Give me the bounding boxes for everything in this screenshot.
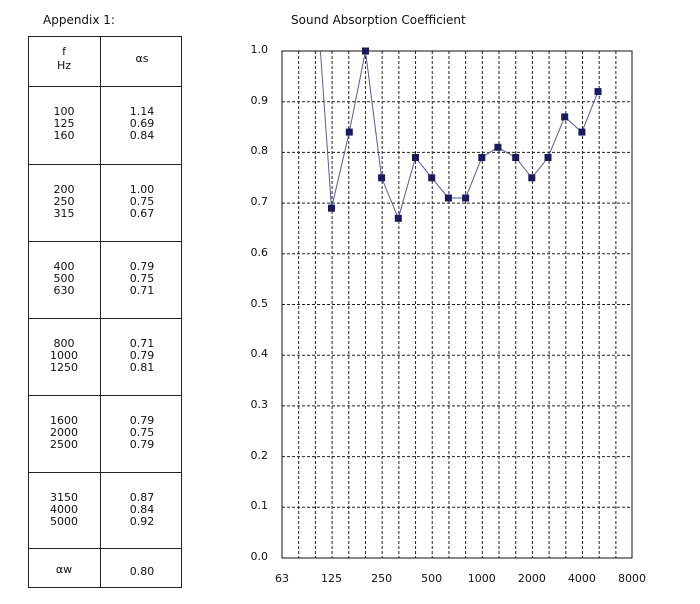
y-tick-label: 0.0: [250, 550, 269, 563]
y-tick-label: 0.6: [250, 245, 269, 259]
data-point: [345, 128, 353, 136]
y-tick-label: 1.0: [250, 43, 269, 56]
alpha-cell: 1.14: [129, 105, 155, 118]
freq-cell: 4000: [50, 503, 78, 516]
freq-cell: 1600: [50, 414, 78, 427]
chart-title: Sound Absorption Coefficient: [291, 13, 466, 27]
freq-cell: 630: [53, 284, 75, 297]
data-point: [444, 194, 452, 202]
table-divider: [28, 548, 182, 549]
data-point: [412, 154, 419, 161]
table-border: [28, 36, 182, 588]
alpha-cell: 0.92: [129, 515, 155, 528]
table-column-divider: [100, 36, 101, 588]
alpha-cell: 0.79: [129, 349, 155, 362]
absorption-table: f Hz αs 100 125 160 1.14 0.69 0.84 200 250 315 1.…: [28, 36, 182, 588]
x-tick-label: 2000: [517, 572, 546, 585]
freq-cell: 1250: [50, 361, 78, 374]
table-divider: [28, 395, 182, 396]
y-tick-label: 0.1: [250, 499, 269, 513]
alpha-cell: 0.84: [129, 129, 155, 142]
table-divider: [28, 318, 182, 319]
data-point: [494, 143, 502, 151]
header-hz: Hz: [56, 59, 72, 72]
freq-cell: 400: [53, 260, 75, 273]
alpha-cell: 1.00: [129, 183, 155, 196]
freq-cell: 125: [53, 117, 75, 130]
x-tick-label: 8000: [618, 572, 646, 585]
data-point: [561, 113, 569, 121]
series-line: [319, 51, 599, 220]
freq-cell: 500: [53, 272, 75, 285]
header-f: f: [62, 45, 66, 58]
table-divider: [28, 86, 182, 87]
freq-cell: 3150: [50, 491, 78, 504]
x-tick-label: 125: [321, 572, 342, 585]
alpha-cell: 0.79: [129, 438, 155, 451]
alpha-cell: 0.69: [129, 117, 155, 130]
y-tick-label: 0.9: [250, 93, 269, 107]
freq-cell: 1000: [50, 349, 78, 362]
data-point: [512, 154, 520, 161]
data-point: [578, 128, 586, 136]
data-point: [462, 194, 470, 202]
x-tick-label: 250: [371, 572, 393, 585]
data-point: [378, 174, 386, 182]
freq-cell: 100: [53, 105, 75, 118]
freq-cell: 2500: [50, 438, 78, 451]
plot-border: [281, 50, 633, 559]
appendix-label: Appendix 1:: [43, 13, 115, 27]
footer-alpha-w-value: 0.80: [129, 565, 155, 578]
data-point: [394, 214, 402, 222]
freq-cell: 800: [53, 337, 75, 350]
y-tick-label: 0.5: [250, 296, 269, 310]
alpha-cell: 0.71: [129, 337, 155, 350]
x-tick-label: 4000: [567, 572, 596, 585]
data-point: [528, 174, 536, 182]
x-tick-label: 1000: [467, 572, 496, 585]
x-tick-label: 500: [421, 572, 443, 585]
x-tick-label: 63: [275, 572, 289, 585]
table-divider: [28, 472, 182, 473]
alpha-cell: 0.75: [129, 195, 155, 208]
data-point: [328, 204, 335, 212]
y-tick-label: 0.4: [250, 347, 269, 361]
alpha-cell: 0.67: [129, 207, 155, 220]
table-divider: [28, 241, 182, 242]
alpha-cell: 0.75: [129, 426, 155, 439]
alpha-cell: 0.75: [129, 272, 155, 285]
alpha-cell: 0.79: [129, 414, 155, 427]
y-tick-label: 0.2: [250, 448, 269, 462]
data-point: [594, 88, 602, 96]
alpha-cell: 0.71: [129, 284, 155, 297]
alpha-cell: 0.87: [129, 491, 155, 504]
freq-cell: 315: [53, 207, 75, 220]
alpha-cell: 0.79: [129, 260, 155, 273]
freq-cell: 5000: [50, 515, 78, 528]
freq-cell: 160: [53, 129, 75, 142]
footer-alpha-w-label: αw: [55, 563, 73, 576]
alpha-cell: 0.84: [129, 503, 155, 516]
alpha-cell: 0.81: [129, 361, 155, 374]
data-point: [428, 174, 436, 182]
data-point: [362, 47, 369, 55]
freq-cell: 250: [53, 195, 75, 208]
y-tick-label: 0.8: [250, 144, 269, 158]
data-point: [544, 154, 552, 161]
y-tick-label: 0.7: [250, 195, 269, 209]
freq-cell: 200: [53, 183, 75, 196]
data-point: [478, 154, 486, 161]
table-divider: [28, 164, 182, 165]
y-tick-label: 0.3: [250, 397, 269, 411]
header-alpha-s: αs: [135, 52, 149, 65]
freq-cell: 2000: [50, 426, 78, 439]
